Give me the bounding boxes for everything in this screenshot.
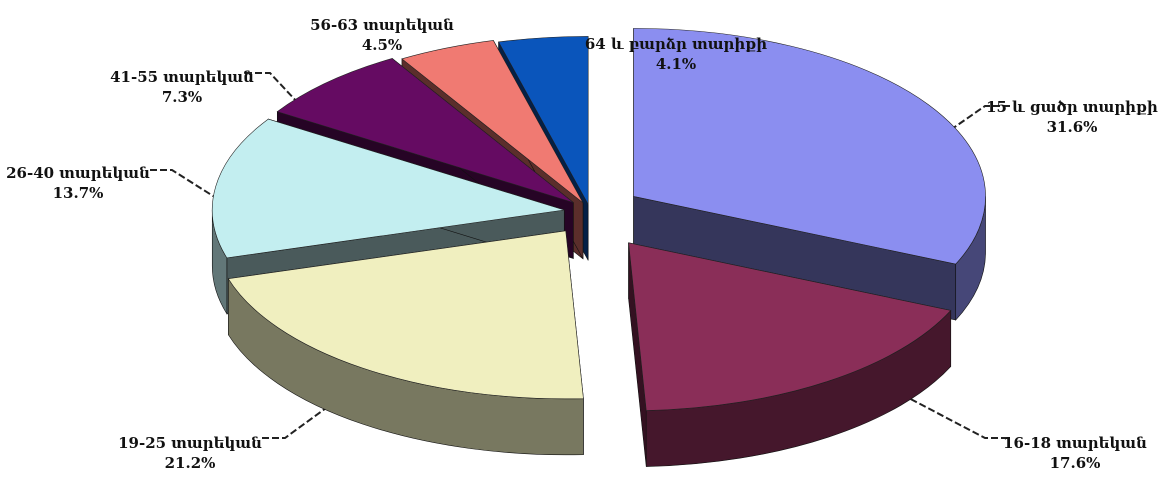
slice-value-label: 31.6% [1047, 118, 1098, 136]
pie-slice [633, 28, 986, 321]
slice-value-label: 4.5% [362, 36, 402, 54]
slice-value-label: 21.2% [165, 454, 216, 472]
slice-label: 16-18 տարեկան [1003, 434, 1147, 452]
slice-value-label: 7.3% [162, 88, 202, 106]
leader-line [150, 169, 233, 209]
slice-label: 56-63 տարեկան [310, 16, 454, 34]
slice-value-label: 13.7% [53, 184, 104, 202]
slice-label: 64 և բարձր տարիքի [585, 35, 767, 53]
pie-slice [227, 230, 584, 456]
slice-value-label: 4.1% [656, 55, 696, 73]
pie-slices [211, 28, 986, 467]
leader-line [262, 369, 379, 439]
slice-label: 41-55 տարեկան [110, 68, 254, 86]
slice-value-label: 17.6% [1050, 454, 1101, 472]
slice-label: 26-40 տարեկան [6, 164, 150, 182]
slice-label: 15 և ցածր տարիքի [986, 98, 1158, 116]
pie-slice [628, 242, 952, 467]
slice-label: 19-25 տարեկան [118, 434, 262, 452]
slice-labels: 15 և ցածր տարիքի 31.6% 16-18 տարեկան 17.6% 1… [6, 16, 1158, 472]
